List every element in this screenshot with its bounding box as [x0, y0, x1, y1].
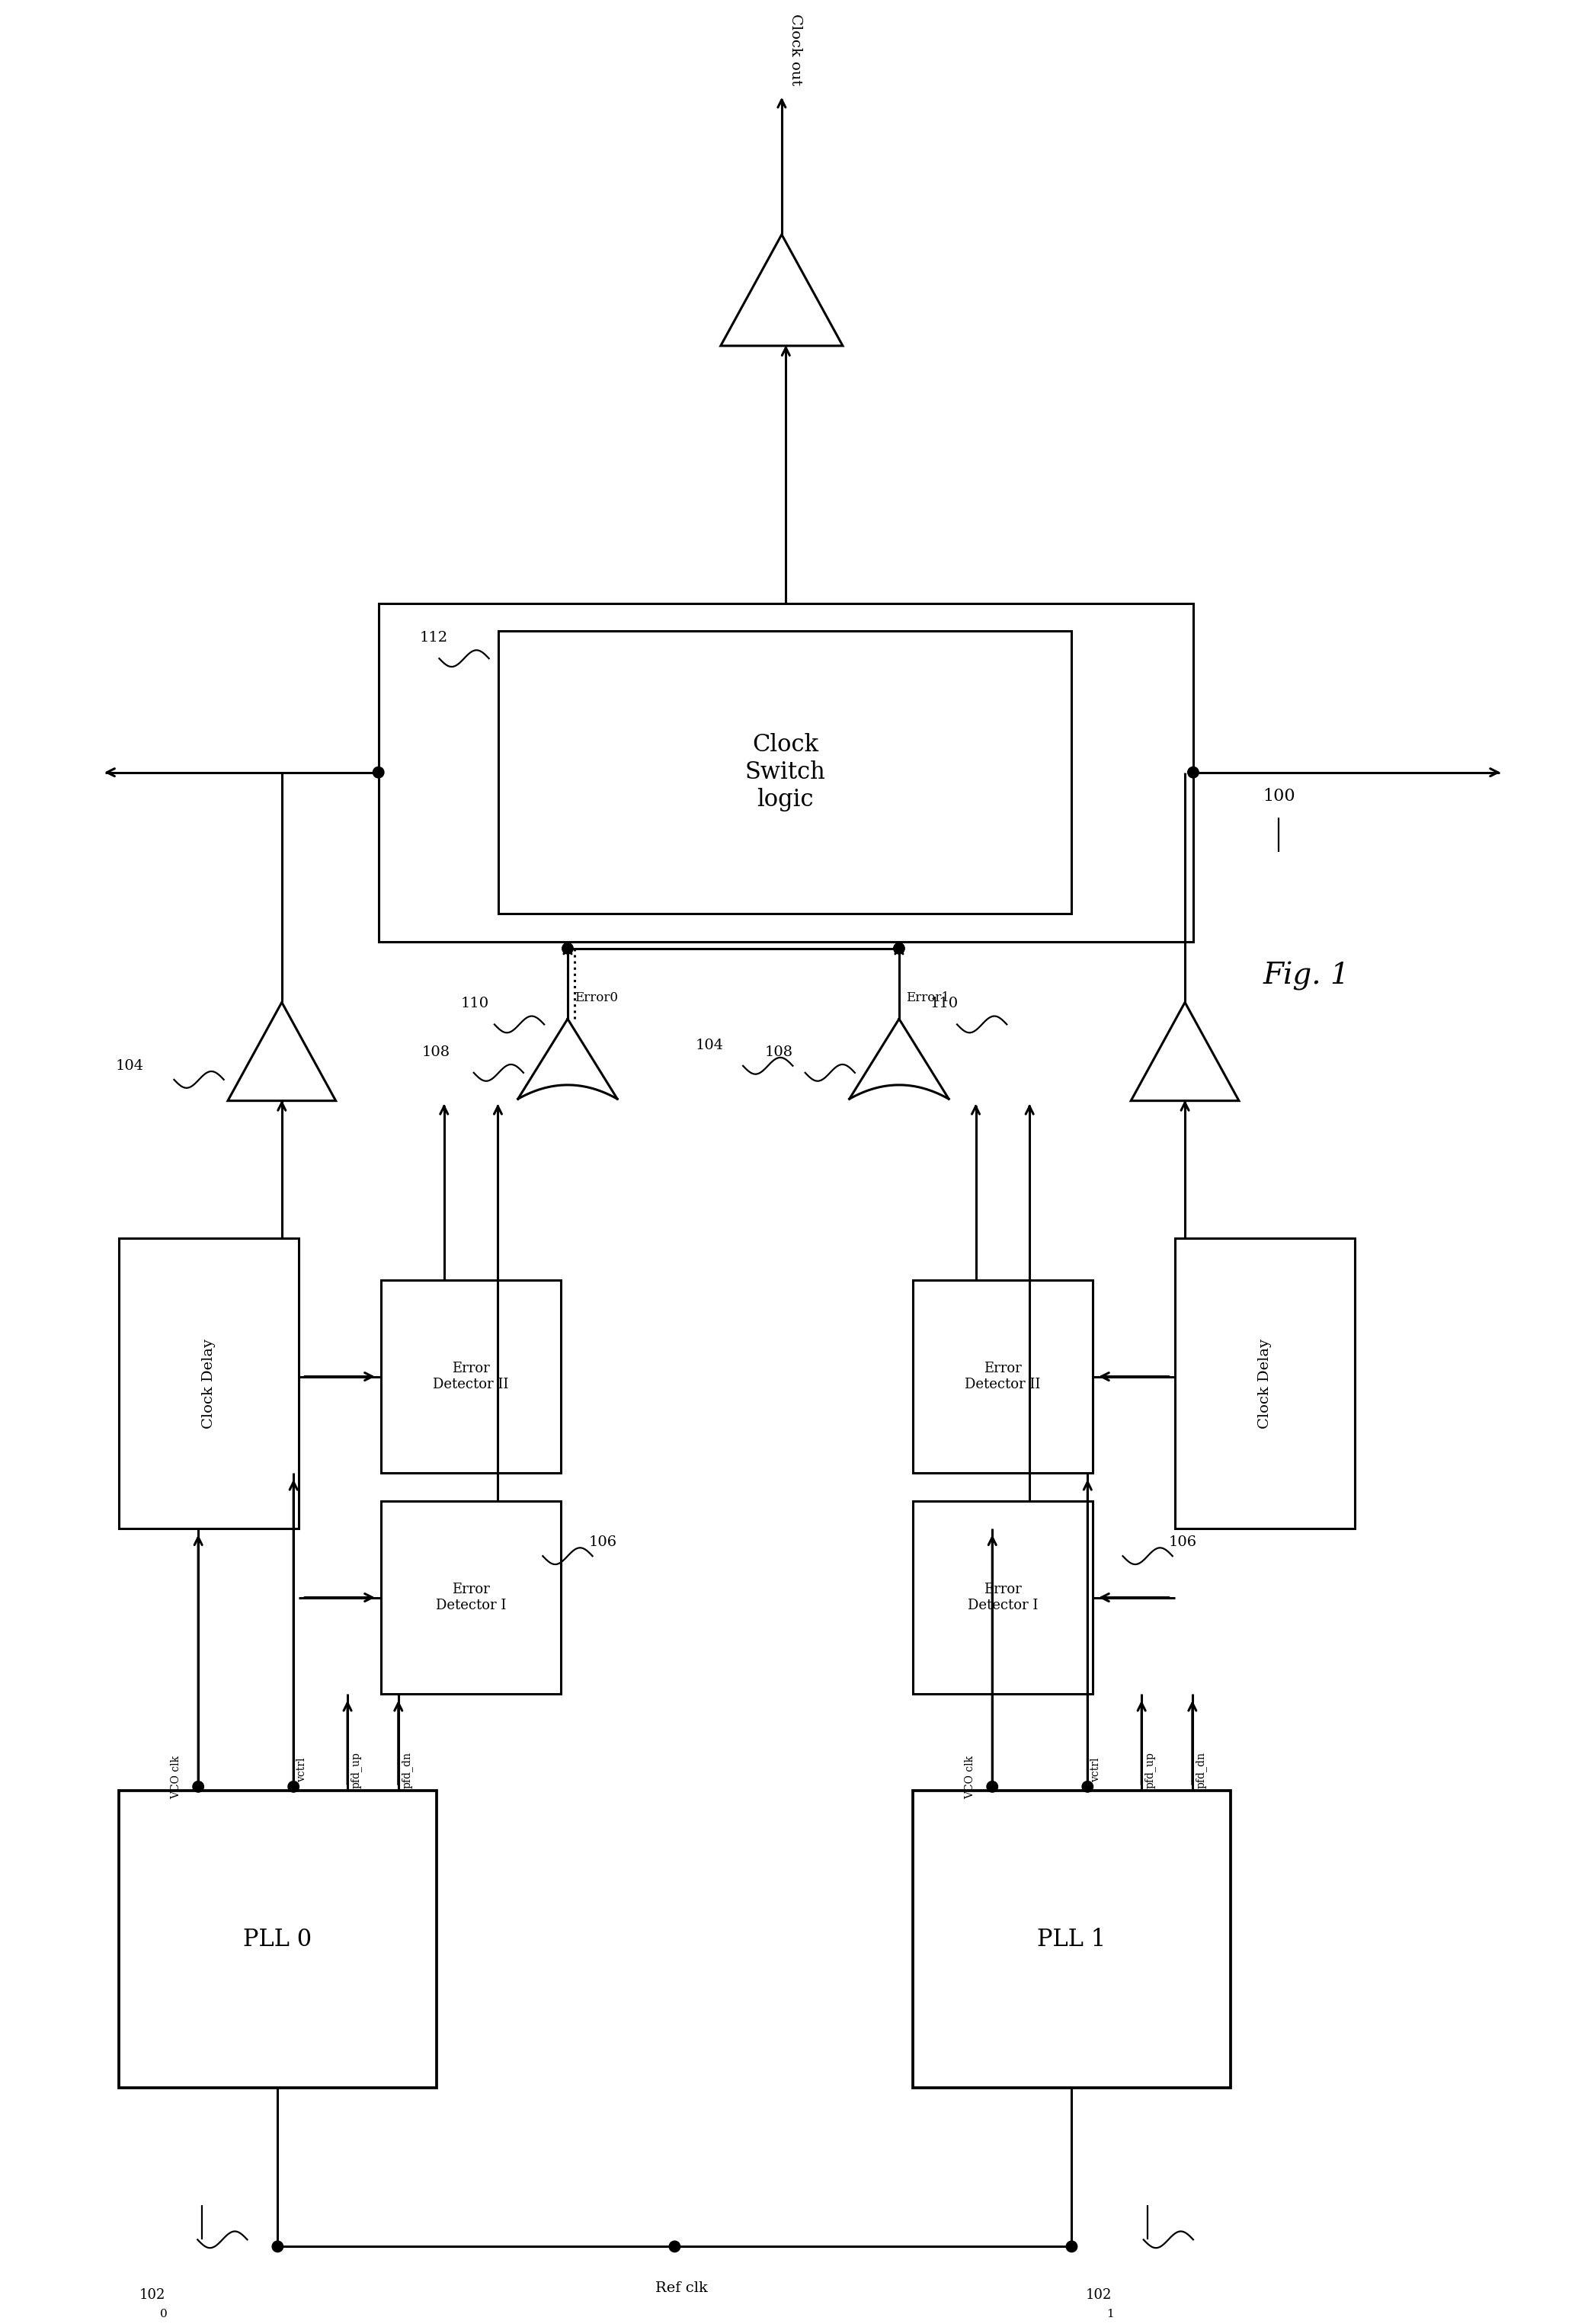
Polygon shape [228, 1002, 336, 1102]
Bar [498, 630, 1072, 913]
Text: Error
Detector I: Error Detector I [967, 1583, 1037, 1613]
Bar [913, 1501, 1093, 1694]
Text: 110: 110 [461, 997, 488, 1011]
Bar [119, 1792, 436, 2087]
Circle shape [372, 767, 383, 779]
Circle shape [1188, 767, 1198, 779]
Text: 102: 102 [140, 2289, 165, 2301]
Circle shape [986, 1780, 998, 1792]
Text: Ref clk: Ref clk [655, 2282, 708, 2294]
Bar [913, 1792, 1230, 2087]
Text: Error1: Error1 [905, 992, 950, 1004]
Text: PLL 0: PLL 0 [243, 1927, 312, 1952]
Text: 108: 108 [422, 1046, 450, 1060]
Bar [382, 1501, 560, 1694]
Text: vctrl: vctrl [296, 1757, 307, 1783]
Text: 112: 112 [420, 630, 449, 644]
Circle shape [1082, 1780, 1093, 1792]
Circle shape [562, 944, 573, 953]
Text: 0: 0 [161, 2308, 167, 2319]
Circle shape [193, 1780, 204, 1792]
Text: 102: 102 [1085, 2289, 1112, 2301]
Text: VCO clk: VCO clk [170, 1755, 181, 1799]
Text: Error0: Error0 [574, 992, 617, 1004]
Text: Error
Detector II: Error Detector II [964, 1362, 1041, 1392]
Polygon shape [1131, 1002, 1239, 1102]
Text: 106: 106 [1168, 1536, 1196, 1550]
Circle shape [1066, 2240, 1077, 2252]
Text: vctrl: vctrl [1090, 1757, 1101, 1783]
Text: pfd_up: pfd_up [1144, 1752, 1155, 1789]
Bar [119, 1239, 299, 1529]
Text: VCO clk: VCO clk [966, 1755, 975, 1799]
Bar [379, 604, 1193, 941]
Text: Error
Detector I: Error Detector I [436, 1583, 506, 1613]
Text: pfd_dn: pfd_dn [1195, 1752, 1206, 1789]
Polygon shape [721, 235, 843, 346]
Bar [1176, 1239, 1356, 1529]
Text: 104: 104 [695, 1039, 724, 1053]
Text: 1: 1 [1106, 2308, 1114, 2319]
Bar [382, 1281, 560, 1473]
Text: 108: 108 [764, 1046, 792, 1060]
Text: Clock Delay: Clock Delay [202, 1339, 215, 1429]
Circle shape [288, 1780, 299, 1792]
Text: pfd_up: pfd_up [350, 1752, 361, 1789]
Text: pfd_dn: pfd_dn [401, 1752, 412, 1789]
Text: Fig. 1: Fig. 1 [1263, 962, 1349, 990]
Text: 106: 106 [589, 1536, 617, 1550]
Text: Clock
Switch
logic: Clock Switch logic [745, 734, 826, 811]
Text: PLL 1: PLL 1 [1037, 1927, 1106, 1952]
Circle shape [894, 944, 905, 953]
Text: Clock out: Clock out [789, 14, 802, 86]
Text: Clock Delay: Clock Delay [1258, 1339, 1271, 1429]
Text: 110: 110 [931, 997, 958, 1011]
Circle shape [272, 2240, 283, 2252]
Text: 100: 100 [1263, 788, 1295, 804]
Bar [913, 1281, 1093, 1473]
Text: 104: 104 [116, 1060, 143, 1074]
Text: Error
Detector II: Error Detector II [433, 1362, 509, 1392]
Circle shape [670, 2240, 681, 2252]
